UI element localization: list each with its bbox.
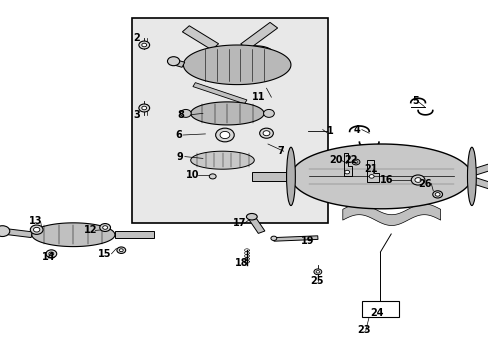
Polygon shape (469, 159, 488, 176)
Polygon shape (115, 231, 154, 238)
Text: 1: 1 (326, 126, 333, 136)
Ellipse shape (270, 236, 276, 240)
Polygon shape (343, 153, 351, 176)
Text: 25: 25 (309, 276, 323, 286)
Ellipse shape (142, 43, 146, 47)
Ellipse shape (259, 128, 273, 138)
Polygon shape (32, 223, 115, 247)
Text: 9: 9 (176, 152, 183, 162)
Polygon shape (193, 83, 246, 104)
Text: 17: 17 (232, 218, 246, 228)
Text: 26: 26 (418, 179, 431, 189)
Polygon shape (273, 236, 317, 241)
Polygon shape (290, 144, 471, 209)
Ellipse shape (102, 226, 107, 229)
Ellipse shape (119, 249, 123, 252)
Text: 3: 3 (133, 110, 140, 120)
Ellipse shape (263, 131, 269, 136)
Ellipse shape (46, 250, 57, 258)
Ellipse shape (215, 128, 234, 142)
Ellipse shape (209, 174, 216, 179)
Polygon shape (248, 217, 264, 233)
Polygon shape (182, 26, 218, 50)
Ellipse shape (263, 109, 274, 117)
Ellipse shape (410, 175, 424, 185)
Text: 23: 23 (357, 325, 370, 336)
Text: 7: 7 (277, 146, 284, 156)
Bar (361, 301, 398, 317)
Ellipse shape (33, 228, 40, 232)
Text: 10: 10 (186, 170, 200, 180)
Ellipse shape (351, 159, 359, 165)
Polygon shape (169, 59, 184, 67)
Polygon shape (2, 228, 32, 238)
Ellipse shape (216, 46, 272, 69)
Text: 12: 12 (83, 225, 97, 235)
Text: 6: 6 (175, 130, 182, 140)
Ellipse shape (0, 226, 10, 237)
Ellipse shape (432, 191, 442, 198)
Ellipse shape (344, 170, 349, 174)
Ellipse shape (313, 269, 321, 275)
Text: 11: 11 (252, 92, 265, 102)
Ellipse shape (315, 271, 319, 273)
Ellipse shape (467, 147, 475, 206)
Ellipse shape (434, 193, 439, 196)
Polygon shape (183, 45, 290, 85)
Text: 24: 24 (369, 308, 383, 318)
Polygon shape (190, 151, 254, 169)
Polygon shape (366, 160, 378, 182)
Text: 16: 16 (379, 175, 392, 185)
Ellipse shape (353, 161, 357, 163)
Text: 14: 14 (42, 252, 56, 262)
Text: 2: 2 (133, 33, 140, 43)
Ellipse shape (220, 131, 229, 139)
Ellipse shape (30, 225, 43, 234)
Ellipse shape (142, 106, 146, 110)
Text: 5: 5 (411, 96, 418, 106)
Text: 15: 15 (98, 249, 112, 259)
Text: 21: 21 (363, 164, 377, 174)
Text: 18: 18 (234, 258, 248, 268)
Ellipse shape (180, 109, 191, 117)
Ellipse shape (246, 213, 257, 220)
Text: 8: 8 (177, 110, 184, 120)
Ellipse shape (167, 57, 180, 66)
Ellipse shape (414, 178, 421, 183)
Ellipse shape (368, 175, 373, 178)
Text: 20: 20 (329, 155, 343, 165)
Ellipse shape (139, 41, 149, 49)
Polygon shape (251, 172, 290, 181)
Text: 22: 22 (344, 155, 357, 165)
Text: 4: 4 (353, 125, 360, 135)
Ellipse shape (49, 252, 54, 256)
Ellipse shape (117, 247, 125, 253)
Ellipse shape (139, 104, 149, 112)
Text: 19: 19 (301, 236, 314, 246)
Ellipse shape (286, 147, 295, 206)
Ellipse shape (100, 224, 110, 231)
FancyBboxPatch shape (132, 18, 327, 223)
Polygon shape (190, 102, 264, 125)
Polygon shape (469, 177, 488, 194)
Text: 13: 13 (29, 216, 42, 226)
Polygon shape (240, 22, 277, 50)
